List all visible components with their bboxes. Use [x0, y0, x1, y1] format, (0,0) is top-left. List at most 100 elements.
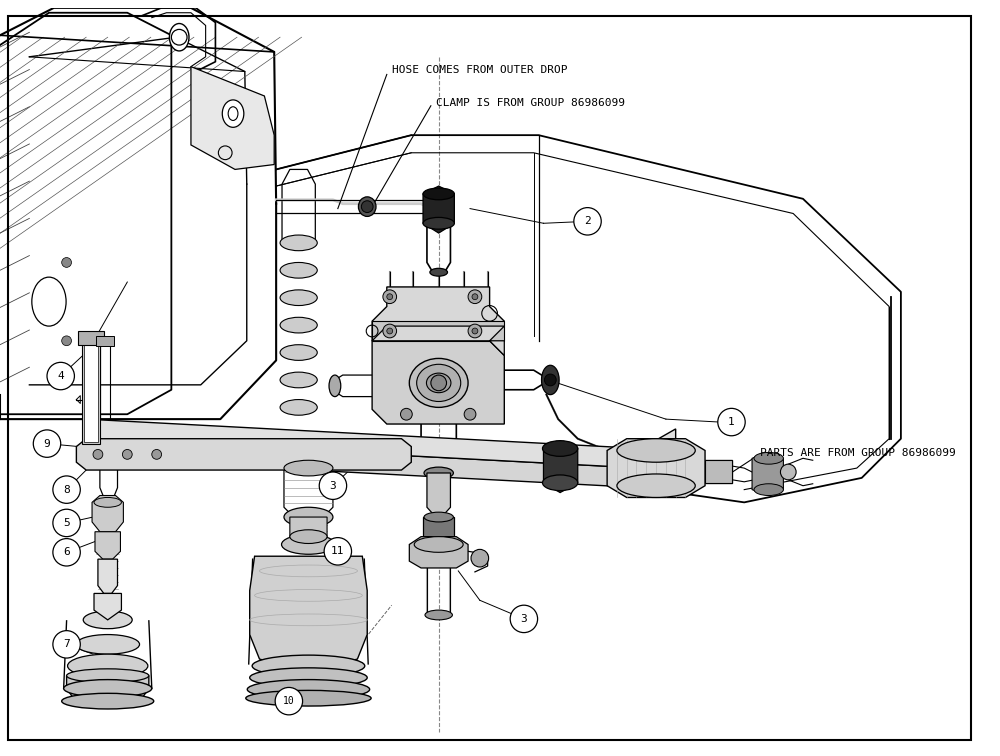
Circle shape	[574, 208, 601, 235]
Circle shape	[62, 375, 71, 385]
Circle shape	[472, 294, 478, 299]
Polygon shape	[76, 438, 411, 470]
Ellipse shape	[67, 669, 149, 683]
Text: 4: 4	[57, 371, 64, 381]
Text: CLAMP IS FROM GROUP 86986099: CLAMP IS FROM GROUP 86986099	[436, 98, 625, 108]
Circle shape	[468, 324, 482, 338]
Ellipse shape	[424, 512, 453, 522]
Text: 9: 9	[44, 438, 50, 448]
Polygon shape	[98, 559, 118, 593]
Ellipse shape	[280, 262, 317, 278]
Ellipse shape	[76, 634, 140, 654]
Bar	[423, 517, 454, 544]
Polygon shape	[543, 441, 578, 493]
Bar	[96, 336, 114, 345]
Ellipse shape	[358, 197, 376, 216]
Ellipse shape	[409, 358, 468, 407]
Ellipse shape	[252, 655, 365, 677]
Ellipse shape	[542, 475, 578, 491]
Circle shape	[122, 450, 132, 460]
Ellipse shape	[417, 364, 461, 401]
Polygon shape	[372, 326, 504, 355]
Polygon shape	[191, 67, 274, 169]
Ellipse shape	[228, 107, 238, 120]
Ellipse shape	[62, 693, 154, 709]
Polygon shape	[423, 186, 454, 233]
Ellipse shape	[280, 372, 317, 388]
Ellipse shape	[290, 530, 327, 544]
Ellipse shape	[542, 365, 559, 395]
Circle shape	[780, 464, 796, 480]
Circle shape	[383, 290, 397, 304]
Circle shape	[53, 631, 80, 658]
Circle shape	[464, 408, 476, 420]
Polygon shape	[250, 556, 367, 674]
Ellipse shape	[430, 268, 448, 276]
Text: 3: 3	[521, 614, 527, 624]
Circle shape	[62, 258, 71, 268]
Ellipse shape	[754, 452, 783, 464]
Text: 2: 2	[584, 216, 591, 226]
Ellipse shape	[68, 654, 148, 677]
Ellipse shape	[329, 375, 341, 397]
Circle shape	[171, 29, 187, 45]
Circle shape	[319, 472, 347, 500]
Text: 5: 5	[63, 518, 70, 528]
Circle shape	[472, 328, 478, 334]
Polygon shape	[86, 419, 676, 468]
Polygon shape	[92, 495, 123, 531]
Ellipse shape	[250, 668, 367, 687]
Circle shape	[361, 201, 373, 212]
Ellipse shape	[83, 611, 132, 629]
Text: HOSE COMES FROM OUTER DROP: HOSE COMES FROM OUTER DROP	[392, 64, 567, 75]
Ellipse shape	[617, 438, 695, 462]
Ellipse shape	[222, 100, 244, 127]
Polygon shape	[67, 676, 149, 703]
Ellipse shape	[426, 373, 451, 392]
Circle shape	[718, 408, 745, 435]
Ellipse shape	[423, 188, 454, 200]
Ellipse shape	[284, 460, 333, 476]
Circle shape	[387, 294, 393, 299]
Circle shape	[401, 408, 412, 420]
Polygon shape	[372, 341, 504, 424]
Ellipse shape	[414, 537, 463, 553]
Text: 3: 3	[330, 481, 336, 491]
Text: 1: 1	[728, 417, 735, 427]
Bar	[78, 331, 104, 345]
Ellipse shape	[280, 345, 317, 361]
Ellipse shape	[280, 290, 317, 305]
Circle shape	[471, 550, 489, 567]
Text: 6: 6	[63, 547, 70, 557]
Circle shape	[431, 375, 447, 391]
Circle shape	[324, 538, 352, 565]
Ellipse shape	[94, 497, 121, 507]
Polygon shape	[95, 531, 120, 559]
Circle shape	[53, 476, 80, 503]
Polygon shape	[427, 473, 450, 517]
Bar	[84, 342, 98, 442]
Ellipse shape	[754, 484, 783, 495]
Text: 11: 11	[331, 547, 345, 556]
Circle shape	[275, 687, 303, 715]
Circle shape	[152, 450, 162, 460]
Text: 10: 10	[283, 696, 295, 706]
Polygon shape	[752, 452, 783, 495]
Ellipse shape	[169, 23, 189, 51]
Circle shape	[53, 538, 80, 566]
Circle shape	[468, 290, 482, 304]
Circle shape	[383, 324, 397, 338]
Bar	[705, 460, 732, 483]
Ellipse shape	[617, 474, 695, 497]
Circle shape	[510, 606, 538, 633]
Circle shape	[47, 362, 74, 390]
Text: 8: 8	[63, 485, 70, 494]
Polygon shape	[409, 537, 468, 568]
Polygon shape	[290, 517, 327, 544]
Circle shape	[33, 430, 61, 457]
Ellipse shape	[424, 467, 453, 479]
Circle shape	[544, 374, 556, 386]
Ellipse shape	[32, 277, 66, 326]
Ellipse shape	[280, 399, 317, 415]
Polygon shape	[372, 287, 504, 341]
